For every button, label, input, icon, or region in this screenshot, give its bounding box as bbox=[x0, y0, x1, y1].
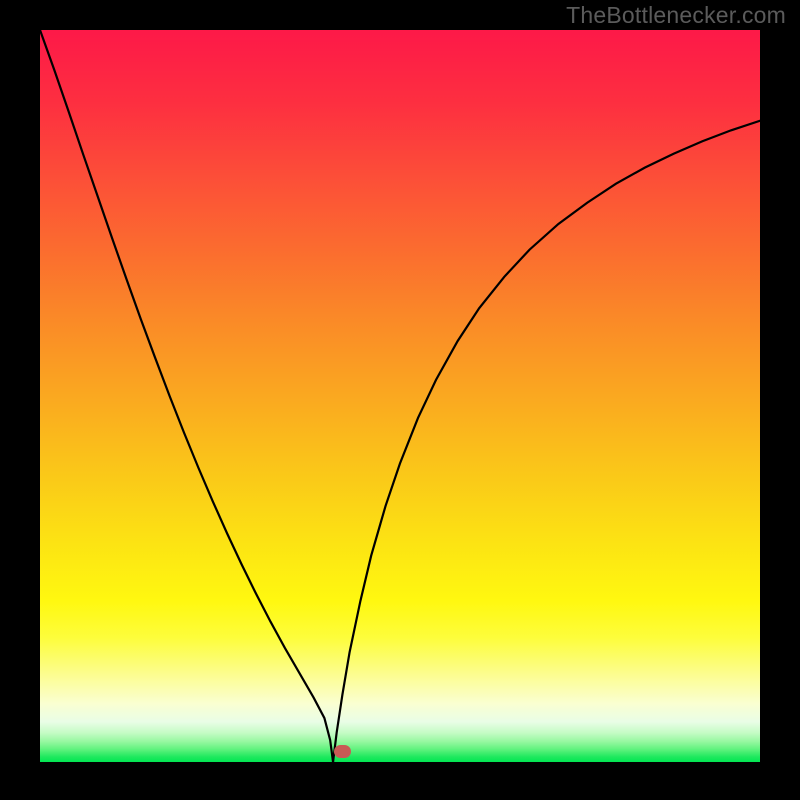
minimum-marker bbox=[334, 745, 351, 758]
watermark-text: TheBottlenecker.com bbox=[566, 2, 786, 29]
gradient-and-curve bbox=[40, 30, 760, 762]
plot-area bbox=[40, 30, 760, 762]
